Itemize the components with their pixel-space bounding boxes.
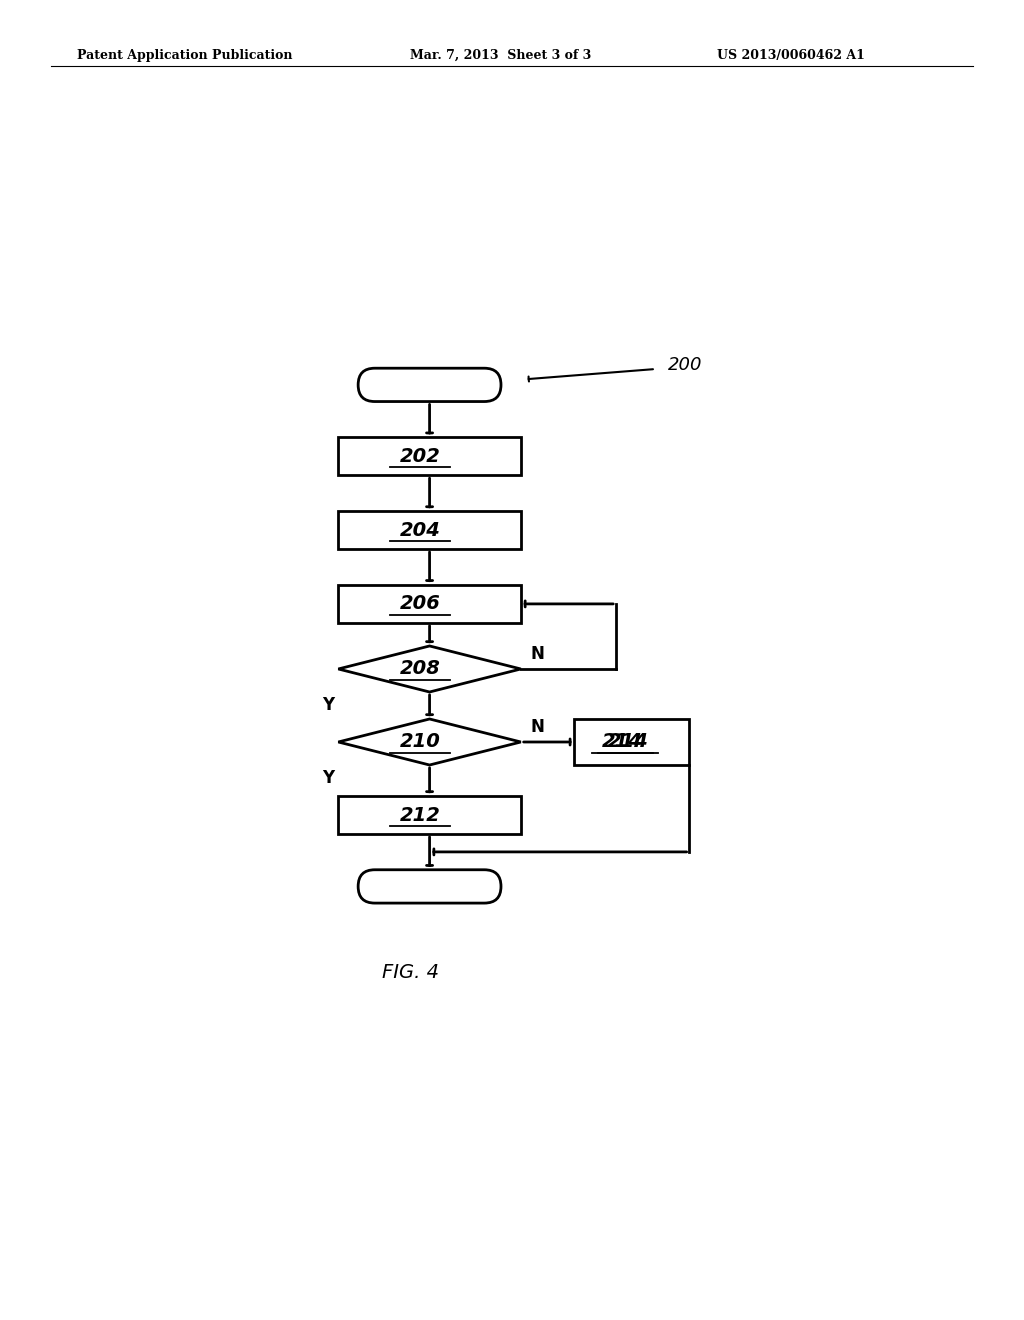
Text: N: N: [530, 644, 544, 663]
Text: 202: 202: [399, 446, 440, 466]
Text: 200: 200: [668, 356, 702, 374]
Text: FIG. 4: FIG. 4: [382, 962, 439, 982]
FancyBboxPatch shape: [358, 368, 501, 401]
Bar: [574, 719, 689, 766]
Polygon shape: [338, 645, 521, 692]
Bar: [338, 511, 521, 549]
FancyBboxPatch shape: [358, 870, 501, 903]
Text: 204: 204: [399, 520, 440, 540]
Bar: [338, 796, 521, 834]
Text: 214: 214: [602, 733, 643, 751]
Text: Y: Y: [323, 696, 334, 714]
Text: N: N: [530, 718, 544, 735]
Text: 206: 206: [399, 594, 440, 614]
Bar: [338, 585, 521, 623]
Text: 208: 208: [399, 660, 440, 678]
Text: Patent Application Publication: Patent Application Publication: [77, 49, 292, 62]
Bar: [338, 437, 521, 475]
Text: US 2013/0060462 A1: US 2013/0060462 A1: [717, 49, 864, 62]
Text: Y: Y: [323, 770, 334, 787]
Text: 210: 210: [399, 733, 440, 751]
Text: Mar. 7, 2013  Sheet 3 of 3: Mar. 7, 2013 Sheet 3 of 3: [410, 49, 591, 62]
Text: 214: 214: [607, 733, 648, 751]
Text: 212: 212: [399, 805, 440, 825]
Polygon shape: [338, 719, 521, 766]
